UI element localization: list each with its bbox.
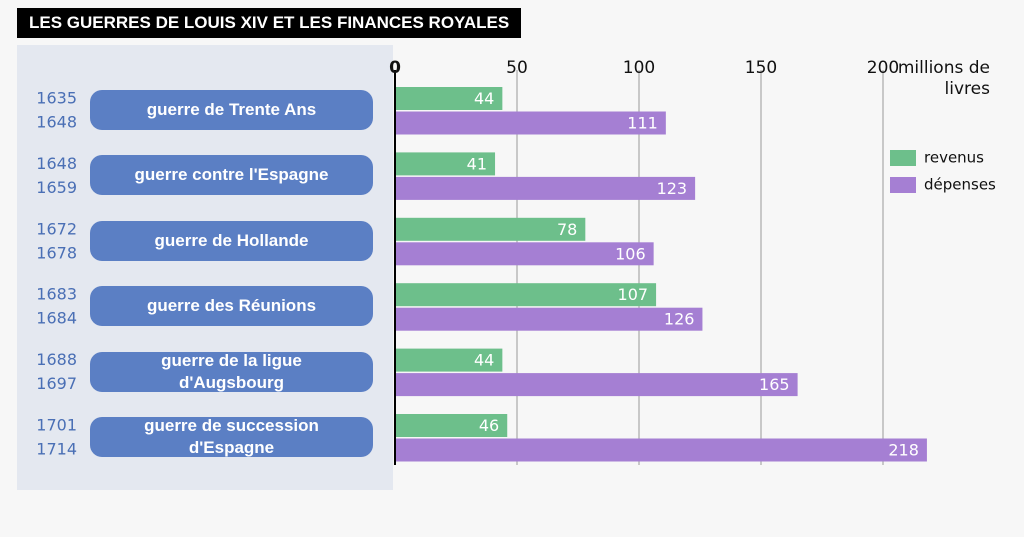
bar (396, 438, 927, 462)
bar (396, 348, 503, 372)
x-tick-label: 0 (389, 58, 401, 78)
legend-label: revenus (924, 149, 984, 167)
bar (396, 373, 798, 397)
start-year: 1672 (36, 219, 77, 238)
value-label: 126 (664, 310, 695, 329)
bar (396, 111, 666, 135)
value-label: 111 (627, 114, 658, 133)
legend-swatch (890, 177, 916, 193)
value-label: 218 (888, 441, 919, 460)
war-label: guerre de Hollande (90, 220, 373, 261)
legend-swatch (890, 150, 916, 166)
end-year: 1697 (36, 374, 77, 393)
bar (396, 283, 657, 307)
start-year: 1701 (36, 416, 77, 435)
x-tick-label: 150 (745, 58, 777, 78)
war-label: guerre de succession d'Espagne (90, 416, 373, 457)
bar (396, 414, 508, 437)
value-label: 123 (657, 179, 688, 198)
value-label: 46 (479, 416, 499, 435)
x-tick-label: 100 (623, 58, 655, 78)
value-label: 106 (615, 244, 646, 263)
value-label: 44 (474, 351, 494, 370)
war-label: guerre de Trente Ans (90, 90, 373, 130)
bar (396, 217, 586, 241)
war-label: guerre contre l'Espagne (90, 155, 373, 196)
war-label: guerre de la ligue d'Augsbourg (90, 351, 373, 392)
value-label: 41 (467, 154, 487, 173)
legend-label: dépenses (924, 176, 996, 194)
end-year: 1714 (36, 440, 77, 459)
end-year: 1678 (36, 243, 77, 262)
start-year: 1683 (36, 285, 77, 304)
chart-title: LES GUERRES DE LOUIS XIV ET LES FINANCES… (17, 8, 522, 38)
start-year: 1688 (36, 350, 77, 369)
bar (396, 307, 703, 331)
value-label: 107 (618, 285, 649, 304)
end-year: 1684 (36, 309, 77, 328)
bar (396, 152, 496, 176)
start-year: 1648 (36, 154, 77, 173)
war-label: guerre des Réunions (90, 286, 373, 327)
x-tick-label: 50 (506, 58, 528, 78)
x-tick-label: 200 (867, 58, 899, 78)
end-year: 1648 (36, 113, 77, 132)
value-label: 78 (557, 220, 577, 239)
value-label: 44 (474, 89, 494, 108)
end-year: 1659 (36, 178, 77, 197)
start-year: 1635 (36, 89, 77, 108)
value-label: 165 (759, 375, 790, 394)
axis-unit: millions de livres (897, 58, 990, 99)
bar (396, 87, 503, 110)
bar (396, 242, 654, 266)
bar (396, 176, 696, 200)
